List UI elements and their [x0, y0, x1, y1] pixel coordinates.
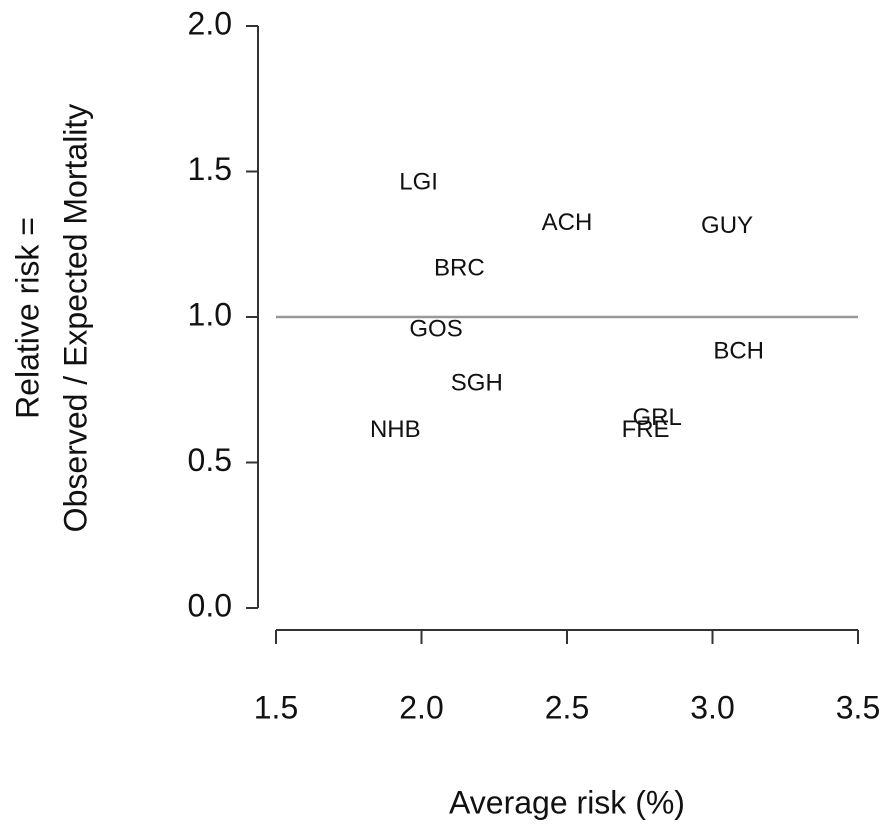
y-tick-label: 2.0 — [188, 5, 232, 41]
point-label: ACH — [542, 209, 593, 236]
point-label: GUY — [701, 212, 753, 239]
point-label: GRL — [633, 404, 682, 431]
point-label: GOS — [409, 315, 462, 342]
x-tick-label: 2.0 — [399, 689, 443, 725]
point-label: SGH — [451, 369, 503, 396]
point-label: NHB — [370, 416, 421, 443]
y-axis-title: Observed / Expected Mortality — [57, 104, 93, 533]
x-tick-label: 1.5 — [254, 689, 298, 725]
x-tick-label: 3.5 — [836, 689, 880, 725]
x-axis-title: Average risk (%) — [449, 784, 685, 820]
point-label: FRE — [622, 416, 670, 443]
y-tick-label: 1.0 — [188, 296, 232, 332]
y-axis-title: Relative risk = — [9, 217, 45, 419]
x-tick-label: 3.0 — [690, 689, 734, 725]
y-tick-label: 0.0 — [188, 587, 232, 623]
y-tick-label: 1.5 — [188, 151, 232, 187]
point-label: LGI — [399, 168, 438, 195]
point-label: BRC — [434, 254, 485, 281]
point-label: BCH — [713, 337, 764, 364]
y-tick-label: 0.5 — [188, 442, 232, 478]
x-tick-label: 2.5 — [545, 689, 589, 725]
